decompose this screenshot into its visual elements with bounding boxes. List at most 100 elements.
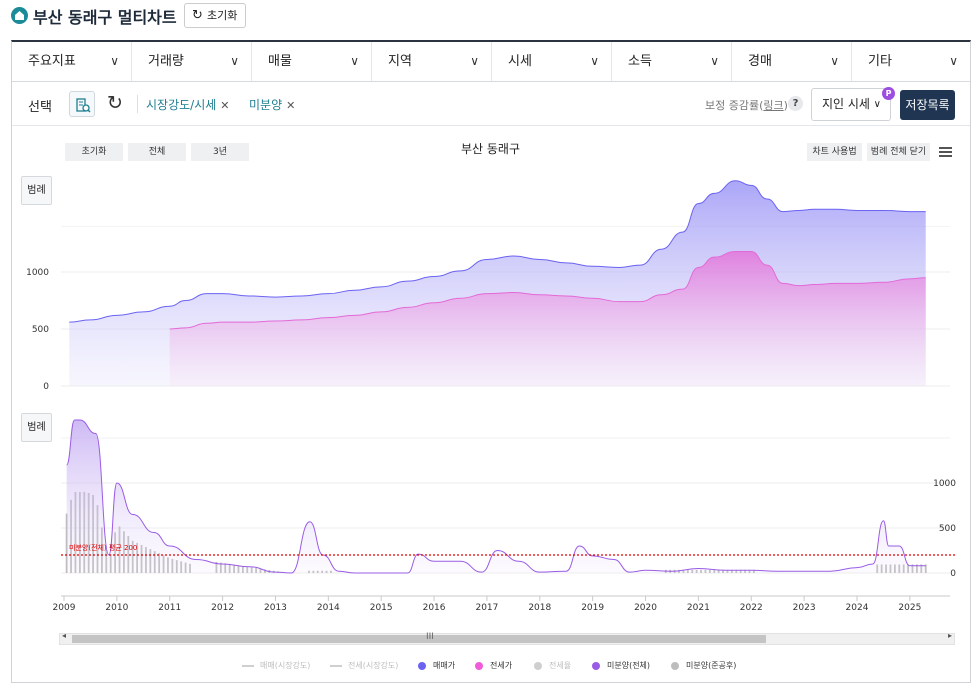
multi-chart-svg[interactable]: 0 500 1000 0 500 1000 미분양(전체) 평균 200 2009 2010… [12, 127, 970, 627]
x-tick-label: 2023 [793, 603, 816, 613]
price-area-chart [69, 180, 926, 386]
legend-label: 전세(시장강도) [348, 661, 399, 670]
chart-panel: 주요지표 ∨ 거래량 ∨ 매물 ∨ 지역 ∨ 시세 ∨ 소득 ∨ 경매 ∨ 기타 ∨ 선택 ↻ … [11, 40, 971, 683]
reset-label: 초기화 [207, 9, 238, 22]
refresh-icon[interactable]: ↻ [107, 92, 123, 114]
scrollbar-thumb[interactable]: III [72, 632, 766, 643]
menu-income[interactable]: 소득 ∨ [612, 42, 732, 81]
grip-icon: III [426, 632, 434, 642]
reset-button[interactable]: ↻ 초기화 [184, 3, 246, 28]
price-source-select[interactable]: 지인 시세 ∨ [811, 88, 891, 121]
close-icon[interactable]: ✕ [286, 99, 296, 112]
premium-badge: P [882, 87, 895, 100]
top-bar: 부산 동래구 멀티차트 ↻ 초기화 [0, 0, 977, 32]
range-all-button[interactable]: 전체 [128, 143, 186, 161]
help-icon[interactable]: ? [788, 96, 803, 111]
chart-area: 초기화 전체 3년 부산 동래구 차트 사용법 범례 전체 닫기 범례 범례 [12, 127, 970, 683]
chevron-down-icon: ∨ [710, 54, 719, 68]
menu-key-indicators[interactable]: 주요지표 ∨ [12, 42, 132, 81]
menu-price[interactable]: 시세 ∨ [492, 42, 612, 81]
chevron-down-icon: ∨ [949, 54, 958, 68]
scroll-right-icon[interactable]: ▸ [947, 631, 952, 640]
legend-item[interactable]: 전세율 [534, 660, 571, 671]
legend-line-icon [330, 664, 342, 667]
page-title: 부산 동래구 멀티차트 [33, 8, 177, 27]
y-tick-label: 1000 [933, 479, 956, 489]
x-tick-label: 2009 [53, 603, 76, 613]
save-list-button[interactable]: 저장목록 [900, 90, 955, 120]
legend-dot-icon [418, 661, 426, 670]
legend-item[interactable]: 미분양(준공후) [671, 660, 736, 671]
legend-item[interactable]: 매매(시장강도) [242, 660, 310, 671]
selected-tag: 미분양 ✕ [249, 98, 296, 112]
legend-toggle-button[interactable]: 범례 [21, 176, 52, 205]
legend-dot-icon [592, 661, 600, 670]
x-tick-label: 2018 [528, 603, 551, 613]
y-tick-label: 500 [939, 524, 956, 534]
chart-usage-button[interactable]: 차트 사용법 [807, 143, 862, 161]
correction-rate-text: 보정 증감률(링크) [705, 99, 788, 112]
menu-listings[interactable]: 매물 ∨ [252, 42, 372, 81]
selection-bar: 선택 ↻ 시장강도/시세 ✕ 미분양 ✕ 보정 증감률(링크) ? 지인 시세 ∨ P… [12, 83, 970, 126]
chart-legend: 매매(시장강도) 전세(시장강도) 매매가 전세가 전세율 미분양(전체) 미분양(준공후) [12, 660, 970, 676]
close-all-legends-button[interactable]: 범례 전체 닫기 [867, 143, 930, 161]
x-tick-label: 2019 [581, 603, 604, 613]
legend-item[interactable]: 전세(시장강도) [330, 660, 398, 671]
legend-dot-icon [671, 661, 679, 670]
jeonse-price-area [169, 251, 926, 386]
chart-scrollbar[interactable]: ◂ III ▸ [59, 631, 955, 645]
menu-etc[interactable]: 기타 ∨ [852, 42, 970, 81]
chevron-down-icon: ∨ [590, 54, 599, 68]
legend-label: 전세율 [549, 661, 572, 670]
chart-title: 부산 동래구 [461, 142, 521, 156]
average-label: 미분양(전체) 평균 200 [69, 543, 137, 552]
x-tick-label: 2024 [846, 603, 869, 613]
legend-dot-icon [475, 661, 483, 670]
y-tick-label: 0 [43, 382, 49, 392]
sale-price-line [69, 180, 926, 323]
menu-auction[interactable]: 경매 ∨ [732, 42, 852, 81]
selection-label: 선택 [28, 100, 52, 115]
legend-toggle-button[interactable]: 범례 [21, 413, 52, 442]
unsold-line [66, 419, 926, 574]
refresh-icon: ↻ [192, 8, 203, 23]
menu-icon[interactable] [939, 147, 952, 157]
chart-axes: 2009 2010 2011 2012 2013 2014 2015 2016 2017 2018… [53, 595, 950, 613]
chevron-down-icon: ∨ [350, 54, 359, 68]
x-tick-label: 2015 [370, 603, 393, 613]
legend-label: 매매가 [433, 661, 456, 670]
menu-region[interactable]: 지역 ∨ [372, 42, 492, 81]
legend-label: 미분양(준공후) [686, 661, 737, 670]
correction-link[interactable]: 링크 [763, 99, 784, 112]
x-tick-label: 2011 [158, 603, 181, 613]
legend-line-icon [242, 664, 254, 667]
chevron-down-icon: ∨ [110, 54, 119, 68]
x-tick-label: 2014 [317, 603, 340, 613]
legend-item[interactable]: 미분양(전체) [592, 660, 650, 671]
scroll-left-icon[interactable]: ◂ [62, 631, 67, 640]
region-filter-button[interactable] [69, 91, 95, 117]
menu-volume[interactable]: 거래량 ∨ [132, 42, 252, 81]
x-tick-label: 2020 [634, 603, 657, 613]
x-tick-label: 2017 [475, 603, 498, 613]
y-tick-label: 500 [32, 325, 49, 335]
home-logo-icon[interactable] [11, 7, 28, 24]
legend-label: 미분양(전체) [607, 661, 651, 670]
legend-dot-icon [534, 661, 542, 670]
legend-item[interactable]: 매매가 [418, 660, 455, 671]
legend-item[interactable]: 전세가 [475, 660, 512, 671]
chevron-down-icon: ∨ [230, 54, 239, 68]
building-search-icon [76, 98, 91, 113]
x-tick-label: 2013 [264, 603, 287, 613]
x-tick-label: 2012 [211, 603, 234, 613]
legend-label: 전세가 [490, 661, 513, 670]
category-menu-bar: 주요지표 ∨ 거래량 ∨ 매물 ∨ 지역 ∨ 시세 ∨ 소득 ∨ 경매 ∨ 기타 ∨ [12, 42, 970, 82]
x-tick-label: 2021 [687, 603, 710, 613]
unsold-line-chart: 미분양(전체) 평균 200 [61, 419, 957, 574]
x-tick-label: 2025 [898, 603, 921, 613]
legend-label: 매매(시장강도) [260, 661, 311, 670]
range-3y-button[interactable]: 3년 [191, 143, 249, 161]
close-icon[interactable]: ✕ [220, 99, 230, 112]
range-reset-button[interactable]: 초기화 [65, 143, 123, 161]
x-tick-label: 2016 [423, 603, 446, 613]
